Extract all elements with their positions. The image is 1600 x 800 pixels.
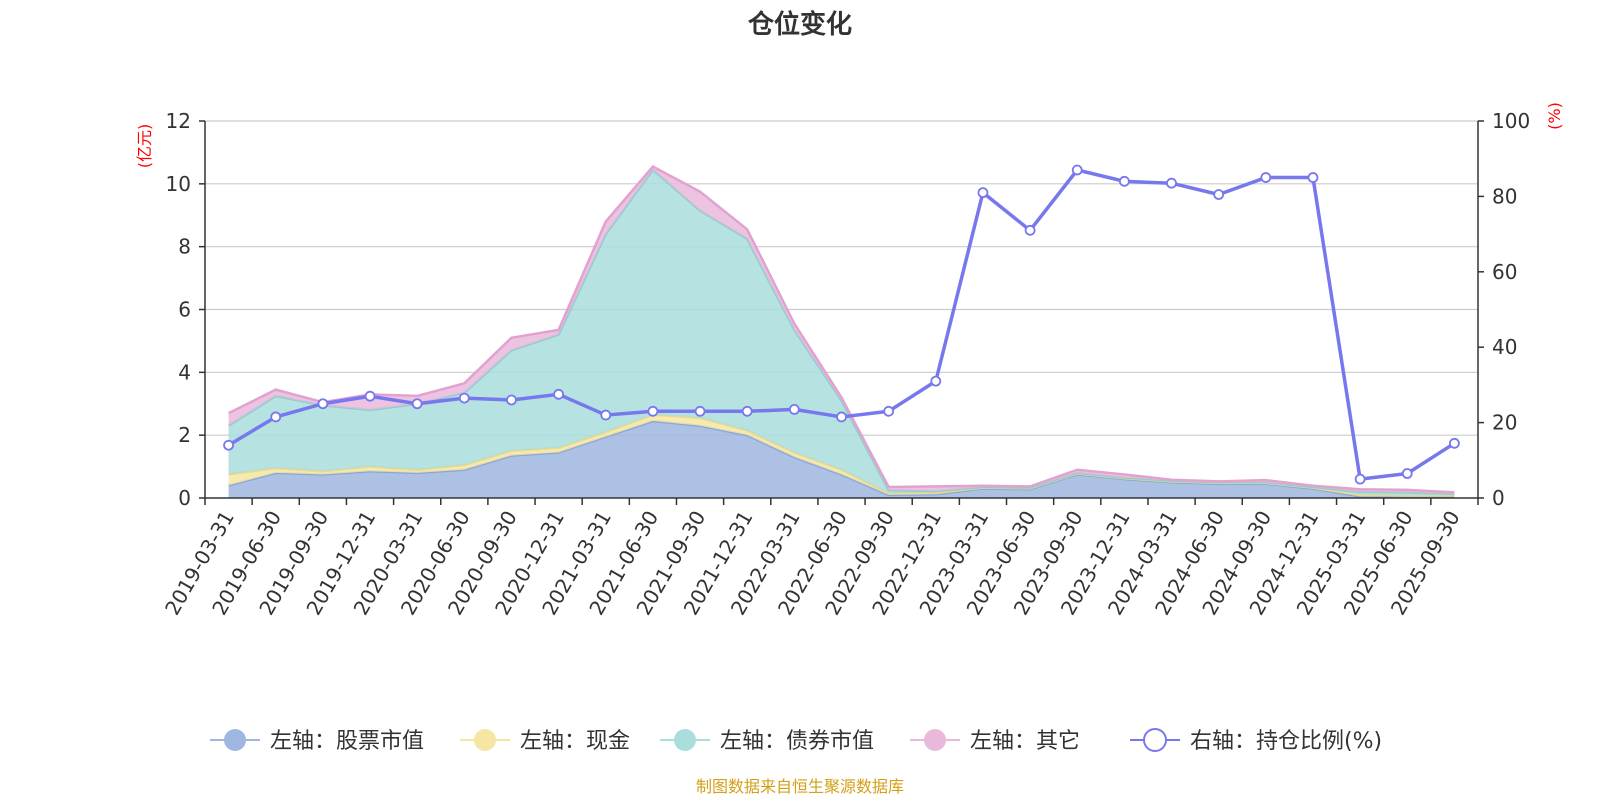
- ratio-point: [741, 405, 753, 417]
- legend-marker: [1143, 728, 1167, 752]
- ratio-point: [1166, 177, 1177, 189]
- right-axis-ticks: 0 20 40 60 80 100: [1478, 109, 1530, 510]
- ratio-point: [1024, 224, 1036, 236]
- ratio-point: [977, 187, 989, 199]
- chart-title: 仓位变化: [747, 9, 852, 40]
- right-tick-label: 20: [1492, 411, 1517, 435]
- ratio-point: [836, 411, 847, 423]
- ratio-point: [1401, 468, 1413, 479]
- right-tick-label: 40: [1492, 335, 1517, 359]
- ratio-point: [458, 392, 470, 404]
- ratio-point: [930, 375, 942, 387]
- area-edge-4: [228, 164, 1455, 494]
- left-axis-unit: (亿元): [135, 124, 154, 169]
- left-tick-label: 2: [178, 423, 191, 447]
- ratio-point: [647, 405, 659, 417]
- ratio-point: [694, 405, 706, 417]
- ratio-point: [1118, 175, 1130, 187]
- legend[interactable]: 左轴：股票市值 左轴：现金 左轴：债券市值 左轴：其它 右轴：持仓比例(%): [210, 728, 1382, 754]
- ratio-point: [883, 405, 895, 417]
- right-tick-label: 0: [1492, 486, 1505, 510]
- ratio-point: [1213, 189, 1225, 200]
- legend-item-2[interactable]: 左轴：现金: [460, 729, 630, 754]
- left-tick-label: 0: [178, 486, 191, 510]
- legend-marker: [924, 729, 946, 751]
- ratio-point: [270, 411, 282, 423]
- left-tick-label: 6: [178, 298, 191, 322]
- ratio-point: [553, 388, 565, 400]
- ratio-point: [364, 390, 376, 402]
- legend-label: 左轴：股票市值: [270, 729, 424, 754]
- ratio-point: [1449, 437, 1460, 449]
- area-series-3: [228, 169, 1455, 496]
- legend-label: 右轴：持仓比例(%): [1190, 729, 1382, 754]
- left-tick-label: 4: [178, 360, 191, 384]
- data-source-note: 制图数据来自恒生聚源数据库: [696, 777, 904, 796]
- stacked-areas: [227, 164, 1455, 498]
- legend-label: 左轴：债券市值: [720, 729, 874, 754]
- left-tick-label: 8: [178, 235, 191, 259]
- area-series-1: [228, 421, 1455, 498]
- legend-item-3[interactable]: 左轴：债券市值: [660, 729, 874, 754]
- x-axis-ticks: 2019-03-312019-06-302019-09-302019-12-31…: [160, 498, 1479, 619]
- ratio-point: [223, 439, 234, 451]
- ratio-point: [1307, 172, 1319, 183]
- ratio-point: [1354, 473, 1366, 485]
- ratio-point: [317, 398, 329, 410]
- position-ratio-line: [223, 164, 1460, 485]
- legend-label: 左轴：现金: [520, 729, 630, 754]
- legend-marker: [224, 729, 246, 751]
- legend-item-4[interactable]: 左轴：其它: [910, 729, 1080, 754]
- gridlines: [205, 120, 1478, 436]
- ratio-point: [411, 398, 423, 410]
- right-tick-label: 100: [1492, 109, 1530, 133]
- legend-item-1[interactable]: 左轴：股票市值: [210, 729, 424, 754]
- ratio-point: [1071, 164, 1083, 176]
- left-axis-ticks: 0 2 4 6 8 10 12: [166, 109, 205, 510]
- right-axis-unit: (%): [1545, 102, 1564, 130]
- ratio-point: [506, 394, 517, 406]
- legend-item-5[interactable]: 右轴：持仓比例(%): [1130, 728, 1382, 754]
- ratio-point: [788, 404, 800, 415]
- legend-label: 左轴：其它: [970, 729, 1080, 754]
- right-tick-label: 60: [1492, 260, 1517, 284]
- left-tick-label: 12: [166, 109, 191, 133]
- legend-marker: [474, 729, 496, 751]
- ratio-point: [600, 409, 612, 421]
- right-tick-label: 80: [1492, 184, 1517, 208]
- ratio-point: [1260, 172, 1272, 183]
- legend-marker: [674, 729, 696, 751]
- left-tick-label: 10: [166, 172, 191, 196]
